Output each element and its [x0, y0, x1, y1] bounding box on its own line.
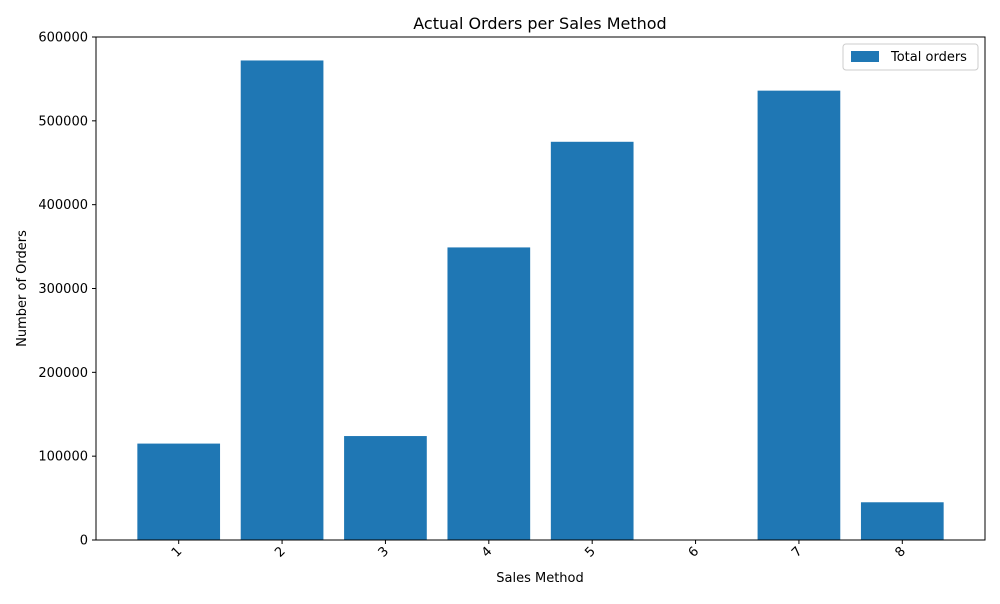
- bar-3: [344, 436, 427, 540]
- x-axis: 1 2 3 4 5 6 7 8: [169, 540, 909, 561]
- bar-2: [240, 60, 324, 540]
- x-tick-label-2: 2: [272, 544, 288, 560]
- x-tick-label-6: 6: [686, 544, 702, 560]
- bar-8: [860, 502, 944, 540]
- y-tick-label: 400000: [38, 198, 88, 213]
- y-tick-label: 300000: [38, 282, 88, 297]
- bar-7: [757, 90, 841, 541]
- x-tick-label-5: 5: [582, 544, 598, 560]
- chart-title: Actual Orders per Sales Method: [413, 14, 666, 33]
- plot-area: [95, 36, 986, 541]
- y-tick-label: 500000: [38, 114, 88, 129]
- legend-frame: [842, 43, 979, 71]
- y-tick-label: 200000: [38, 366, 88, 381]
- x-tick-label-4: 4: [479, 544, 495, 560]
- plot-frame: [95, 36, 986, 541]
- y-tick-label: 100000: [38, 450, 88, 465]
- legend: Total orders: [842, 43, 979, 71]
- x-axis-label: Sales Method: [496, 571, 584, 586]
- x-tick-label-8: 8: [892, 544, 908, 560]
- y-tick-label: 600000: [38, 31, 88, 46]
- bar-1: [137, 443, 221, 540]
- legend-label: Total orders: [890, 50, 967, 65]
- x-tick-label-7: 7: [789, 544, 805, 560]
- y-axis: 0 100000 200000 300000 400000 500000 600000: [38, 31, 96, 549]
- legend-swatch: [851, 51, 879, 62]
- bar-4: [447, 247, 531, 541]
- y-tick-label: 0: [80, 534, 88, 549]
- x-tick-label-3: 3: [376, 544, 392, 560]
- bar-5: [550, 141, 634, 541]
- y-axis-label: Number of Orders: [15, 230, 30, 347]
- x-tick-label-1: 1: [169, 544, 185, 560]
